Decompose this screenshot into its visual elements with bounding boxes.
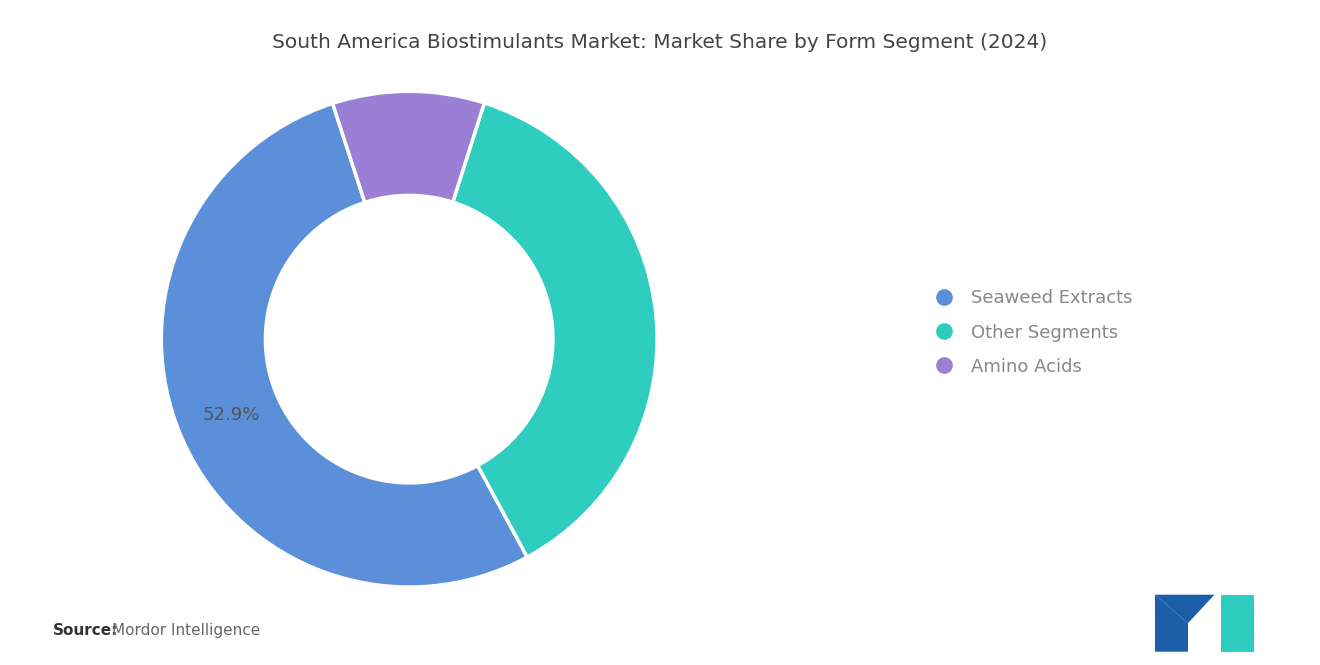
Text: 52.9%: 52.9%: [203, 406, 260, 424]
Legend: Seaweed Extracts, Other Segments, Amino Acids: Seaweed Extracts, Other Segments, Amino …: [919, 282, 1140, 383]
Text: Source:: Source:: [53, 623, 119, 638]
Wedge shape: [453, 103, 657, 557]
Polygon shape: [1221, 595, 1254, 652]
Wedge shape: [161, 104, 527, 587]
Text: Mordor Intelligence: Mordor Intelligence: [112, 623, 260, 638]
Wedge shape: [333, 91, 484, 202]
Polygon shape: [1155, 595, 1214, 623]
Text: South America Biostimulants Market: Market Share by Form Segment (2024): South America Biostimulants Market: Mark…: [272, 33, 1048, 53]
Polygon shape: [1221, 595, 1254, 652]
Polygon shape: [1155, 595, 1188, 652]
